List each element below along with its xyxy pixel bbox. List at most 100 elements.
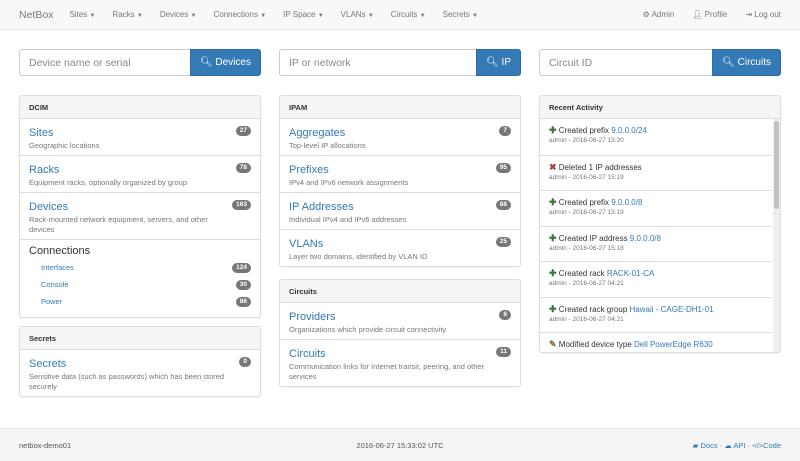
connection-link[interactable]: Interfaces [41,263,74,272]
book-icon: ▰ [692,440,699,450]
item-link[interactable]: Circuits [289,348,326,360]
count-badge: 27 [235,126,251,136]
caret-down-icon: ▼ [367,13,374,19]
pencil-icon: ✎ [549,339,557,349]
item-link[interactable]: Aggregates [289,127,346,139]
nav-menu-racks[interactable]: Racks ▼ [112,10,142,19]
activity-meta: admin - 2016-06-27 04:21 [549,280,624,287]
item-description: Individual IPv4 and IPv6 addresses [289,215,407,224]
nav-menu-connections[interactable]: Connections ▼ [213,10,266,19]
activity-link[interactable]: 9.0.0.0/24 [611,126,647,135]
code-link[interactable]: </>Code [752,441,781,450]
recent-activity-panel: Recent Activity ✚ Created prefix 9.0.0.0… [539,95,781,353]
cloud-icon: ☁ [724,440,732,450]
remove-icon: ✖ [549,161,557,172]
scrollbar-thumb[interactable] [774,121,779,209]
count-badge: 25 [495,237,511,247]
item-link[interactable]: IP Addresses [289,201,354,213]
profile-link[interactable]: 👤︎ Profile [692,10,727,19]
navbar: NetBox Sites ▼ Racks ▼ Devices ▼ Connection… [0,0,800,30]
code-icon: </> [752,440,764,450]
ip-search-input[interactable] [279,49,477,76]
device-search-button[interactable]: 🔍︎ Devices [189,49,261,76]
search-icon: 🔍︎ [722,57,735,68]
list-item: Sites 27 Geographic locations [20,119,260,155]
activity-link[interactable]: 9.0.0.0/8 [611,198,643,207]
item-link[interactable]: Prefixes [289,164,329,176]
list-item: VLANs 25 Layer two domains, identified by … [280,229,520,266]
docs-link[interactable]: ▰ Docs [693,441,718,450]
count-badge: 78 [235,163,251,173]
nav-menu-devices[interactable]: Devices ▼ [160,10,197,19]
ip-search-button[interactable]: 🔍︎ IP [476,49,521,76]
nav-menu-sites[interactable]: Sites ▼ [69,10,95,19]
activity-item: ✚ Created rack group Hawaii - CAGE-DH1-0… [540,296,772,333]
circuit-search-input[interactable] [539,49,713,76]
search-button-label: Circuits [737,57,771,68]
separator: · [719,440,723,450]
activity-item: ✚ Created rack RACK-01-CA admin - 2016-06… [540,261,772,297]
count-badge: 7 [499,126,511,136]
activity-link[interactable]: 9.0.0.0/8 [629,233,661,243]
connection-link[interactable]: Power [41,297,63,306]
list-item: Secrets 0 Sensitive data (such as password… [20,350,260,396]
code-label: Code [763,440,781,450]
footer-time: 2016-06-27 15:33:02 UTC [356,440,444,450]
item-link[interactable]: Secrets [29,358,67,370]
circuit-search-button[interactable]: 🔍︎ Circuits [712,49,781,76]
panel-title: Recent Activity [540,96,780,119]
item-description: Equipment racks, optionally organized by… [29,178,188,187]
ipam-panel: IPAM Aggregates 7 Top-level IP allocations… [279,95,521,267]
activity-link[interactable]: Hawaii - CAGE-DH1-01 [629,304,714,314]
item-link[interactable]: Racks [29,164,60,176]
circuit-search-form: 🔍︎ Circuits [539,49,781,76]
list-item: Prefixes 95 IPv4 and IPv6 network assignme… [280,155,520,192]
menu-label: Devices [159,10,189,19]
scrollbar[interactable] [773,119,780,352]
caret-down-icon: ▼ [89,13,96,19]
menu-label: Circuits [390,10,418,19]
logout-label: Log out [754,10,781,19]
item-link[interactable]: VLANs [289,238,324,250]
activity-meta: admin - 2016-06-27 15:18 [549,244,624,252]
item-link[interactable]: Sites [29,127,54,139]
activity-item: ✚ Created IP address 9.0.0.0/8 admin - 20… [540,225,772,262]
list-item: Providers 6 Organizations which provide ci… [280,303,520,339]
item-description: Communication links for Internet transit… [289,362,485,381]
activity-text: Deleted 1 IP addresses [558,162,642,172]
user-icon: 👤︎ [692,10,703,19]
activity-text: Created IP address [558,233,628,243]
logout-link[interactable]: ⇥ Log out [745,10,781,19]
caret-down-icon: ▼ [471,13,478,19]
nav-menu-ip-space[interactable]: IP Space ▼ [283,10,324,19]
activity-link[interactable]: RACK-01-CA [606,269,655,278]
nav-menu-vlans[interactable]: VLANs ▼ [341,10,374,19]
menu-label: Sites [69,10,88,19]
menu-label: Connections [213,10,258,19]
activity-item: ✎ Modified device type Dell PowerEdge R6… [540,332,772,352]
gear-icon: ⚙ [642,10,650,19]
item-link[interactable]: Providers [289,311,336,323]
plus-icon: ✚ [549,232,557,243]
count-badge: 124 [232,263,251,273]
activity-link[interactable]: Dell PowerEdge R630 [633,340,713,349]
plus-icon: ✚ [549,125,557,135]
api-link[interactable]: ☁ API [724,441,745,450]
activity-text: Modified device type [558,340,632,349]
api-label: API [733,440,746,450]
device-search-input[interactable] [19,49,190,76]
activity-item: ✚ Created prefix 9.0.0.0/8 admin - 2016-0… [540,190,772,226]
connection-link[interactable]: Console [41,280,69,289]
activity-meta: admin - 2016-06-27 04:21 [549,315,624,323]
plus-icon: ✚ [549,268,557,278]
nav-menu-secrets[interactable]: Secrets ▼ [443,10,478,19]
menu-label: Racks [112,10,135,19]
activity-item: ✖ Deleted 1 IP addresses admin - 2016-06… [540,154,772,191]
caret-down-icon: ▼ [260,13,267,19]
nav-menu-circuits[interactable]: Circuits ▼ [391,10,426,19]
footer-hostname: netbox-demo01 [19,440,72,450]
caret-down-icon: ▼ [419,13,426,19]
item-link[interactable]: Devices [29,201,69,213]
admin-link[interactable]: ⚙ Admin [643,10,675,19]
brand-logo[interactable]: NetBox [19,8,54,21]
